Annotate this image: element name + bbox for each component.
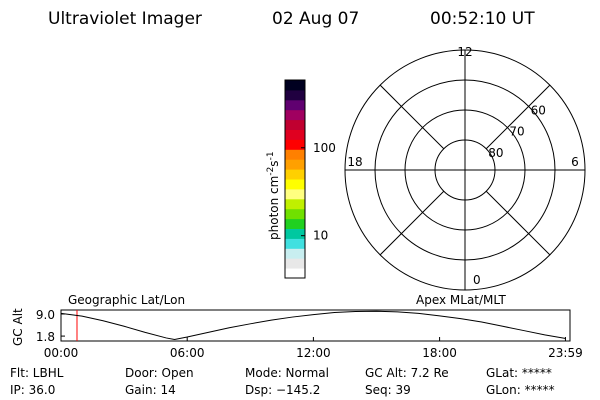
color-swatch [285, 208, 305, 220]
mlt-label: 0 [473, 273, 481, 287]
color-swatch [285, 139, 305, 150]
status-text: Seq: 39 [365, 383, 411, 397]
diagonal [485, 84, 551, 150]
colorbar-label: photon cm-2s-1 [266, 151, 281, 240]
status-text: Flt: LBHL [10, 366, 64, 380]
status-text: Gain: 14 [125, 383, 176, 397]
colorbar-tick-label: 100 [313, 141, 336, 155]
colorbar-frame [284, 79, 306, 279]
left-label: Geographic Lat/Lon [68, 293, 185, 307]
color-swatch [285, 149, 305, 160]
lat-label: 60 [531, 103, 546, 117]
color-swatch [285, 188, 305, 200]
color-swatch [285, 159, 305, 170]
status-text: Door: Open [125, 366, 194, 380]
lat-label: 70 [509, 125, 524, 139]
color-swatch [285, 258, 305, 269]
status-text: GLat: ***** [486, 366, 552, 380]
exponent: -1 [266, 151, 276, 160]
x-tick-label: 00:00 [44, 346, 79, 360]
mlt-label: 6 [571, 155, 579, 169]
x-tick-label: 23:59 [548, 346, 583, 360]
color-swatch [285, 109, 305, 121]
exponent: -2 [266, 167, 276, 176]
y-axis-label: GC Alt [11, 308, 25, 346]
status-text: GC Alt: 7.2 Re [365, 366, 449, 380]
color-swatch [285, 268, 305, 279]
x-tick-label: 12:00 [296, 346, 331, 360]
right-label: Apex MLat/MLT [416, 293, 506, 307]
altitude-line [60, 310, 566, 340]
y-tick-label: 9.0 [36, 308, 55, 322]
color-swatch [285, 119, 305, 130]
color-swatch [285, 238, 305, 249]
title: Ultraviolet Imager [48, 9, 202, 29]
status-text: GLon: ***** [486, 383, 555, 397]
lat-label: 80 [488, 146, 503, 160]
color-swatch [285, 179, 305, 190]
color-swatch [285, 129, 305, 140]
plot-frame [60, 309, 571, 342]
status-text: Mode: Normal [245, 366, 329, 380]
color-swatch [285, 89, 305, 101]
color-swatch [285, 198, 305, 210]
mlt-label: 12 [457, 45, 472, 59]
color-swatch [285, 99, 305, 111]
time: 00:52:10 UT [430, 9, 535, 29]
unit: s [267, 160, 281, 166]
color-swatch [285, 80, 305, 91]
diagonal [379, 84, 445, 150]
diagonal [485, 190, 551, 256]
x-tick-label: 06:00 [170, 346, 205, 360]
status-text: IP: 36.0 [10, 383, 55, 397]
unit: photon cm [267, 176, 281, 240]
mlt-label: 18 [347, 155, 362, 169]
status-text: Dsp: −145.2 [245, 383, 320, 397]
diagonal [379, 190, 445, 256]
date: 02 Aug 07 [272, 9, 359, 29]
color-swatch [285, 228, 305, 239]
x-tick-label: 18:00 [422, 346, 457, 360]
colorbar-tick-label: 10 [313, 229, 328, 243]
y-tick-label: 1.8 [36, 330, 55, 344]
color-swatch [285, 248, 305, 259]
color-swatch [285, 169, 305, 180]
color-swatch [285, 218, 305, 229]
